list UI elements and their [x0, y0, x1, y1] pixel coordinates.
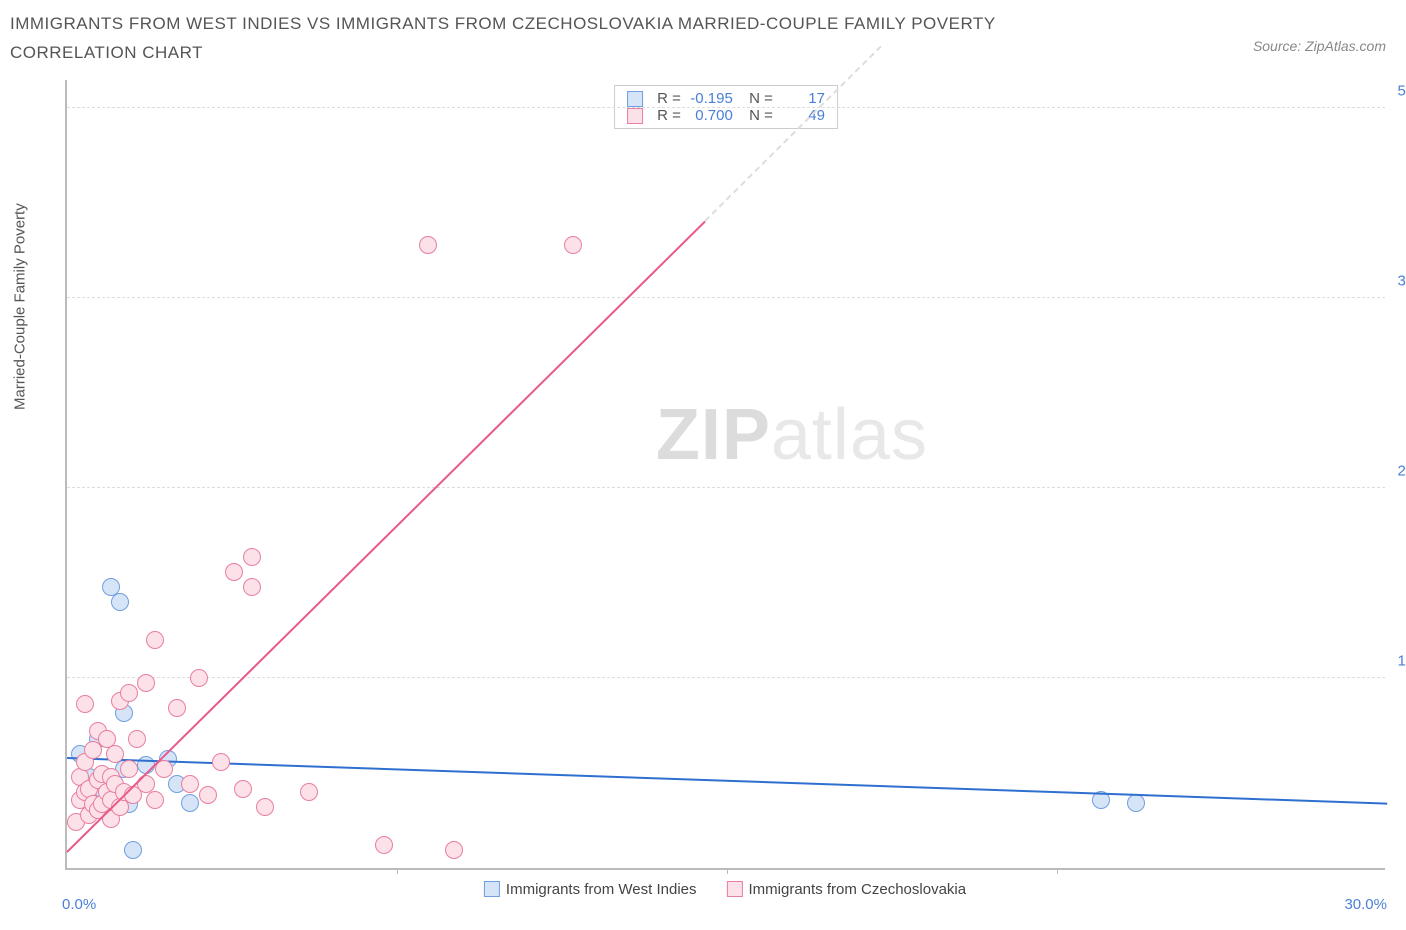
data-point	[256, 798, 274, 816]
gridline	[67, 107, 1385, 108]
legend-label: Immigrants from West Indies	[506, 881, 697, 898]
y-tick-label: 50.0%	[1390, 83, 1406, 100]
chart-title: IMMIGRANTS FROM WEST INDIES VS IMMIGRANT…	[10, 10, 1110, 68]
bottom-legend: Immigrants from West Indies Immigrants fr…	[484, 881, 966, 898]
stat-r-label: R =	[657, 90, 681, 107]
plot-wrap: ZIPatlas R = -0.195 N = 17R = 0.700 N = …	[65, 80, 1385, 870]
gridline	[67, 677, 1385, 678]
data-point	[146, 631, 164, 649]
data-point	[300, 783, 318, 801]
data-point	[243, 548, 261, 566]
legend-swatch	[484, 881, 500, 897]
y-tick-label: 37.5%	[1390, 273, 1406, 290]
source-attribution: Source: ZipAtlas.com	[1253, 38, 1386, 54]
data-point	[234, 780, 252, 798]
chart-container: IMMIGRANTS FROM WEST INDIES VS IMMIGRANT…	[10, 10, 1396, 920]
trend-line	[704, 46, 881, 222]
data-point	[243, 578, 261, 596]
data-point	[445, 841, 463, 859]
stat-n-value: 17	[781, 90, 825, 107]
legend-swatch	[627, 91, 643, 107]
x-tick	[1057, 868, 1058, 874]
stat-r-value: -0.195	[689, 90, 733, 107]
trend-line	[67, 757, 1387, 805]
data-point	[212, 753, 230, 771]
legend-item: Immigrants from West Indies	[484, 881, 697, 898]
data-point	[128, 730, 146, 748]
data-point	[181, 794, 199, 812]
y-tick-label: 25.0%	[1390, 463, 1406, 480]
data-point	[1127, 794, 1145, 812]
legend-label: Immigrants from Czechoslovakia	[749, 881, 967, 898]
x-tick-label: 0.0%	[62, 896, 96, 913]
gridline	[67, 487, 1385, 488]
data-point	[199, 786, 217, 804]
x-tick-label: 30.0%	[1344, 896, 1387, 913]
data-point	[146, 791, 164, 809]
legend-swatch	[727, 881, 743, 897]
data-point	[137, 674, 155, 692]
y-axis-label: Married-Couple Family Poverty	[12, 203, 29, 410]
data-point	[225, 563, 243, 581]
plot-area: ZIPatlas R = -0.195 N = 17R = 0.700 N = …	[65, 80, 1385, 870]
data-point	[168, 699, 186, 717]
x-tick	[397, 868, 398, 874]
data-point	[419, 236, 437, 254]
data-point	[111, 593, 129, 611]
data-point	[106, 745, 124, 763]
stat-n-label: N =	[741, 107, 773, 124]
data-point	[124, 841, 142, 859]
stat-r-label: R =	[657, 107, 681, 124]
watermark: ZIPatlas	[656, 394, 928, 476]
stat-r-value: 0.700	[689, 107, 733, 124]
trend-line	[66, 221, 705, 853]
data-point	[181, 775, 199, 793]
x-tick	[727, 868, 728, 874]
gridline	[67, 297, 1385, 298]
data-point	[564, 236, 582, 254]
stat-n-label: N =	[741, 90, 773, 107]
stats-legend-row: R = 0.700 N = 49	[627, 107, 825, 124]
y-tick-label: 12.5%	[1390, 653, 1406, 670]
data-point	[375, 836, 393, 854]
data-point	[120, 684, 138, 702]
legend-swatch	[627, 108, 643, 124]
legend-item: Immigrants from Czechoslovakia	[727, 881, 967, 898]
stats-legend-row: R = -0.195 N = 17	[627, 90, 825, 107]
data-point	[76, 695, 94, 713]
data-point	[120, 760, 138, 778]
data-point	[190, 669, 208, 687]
